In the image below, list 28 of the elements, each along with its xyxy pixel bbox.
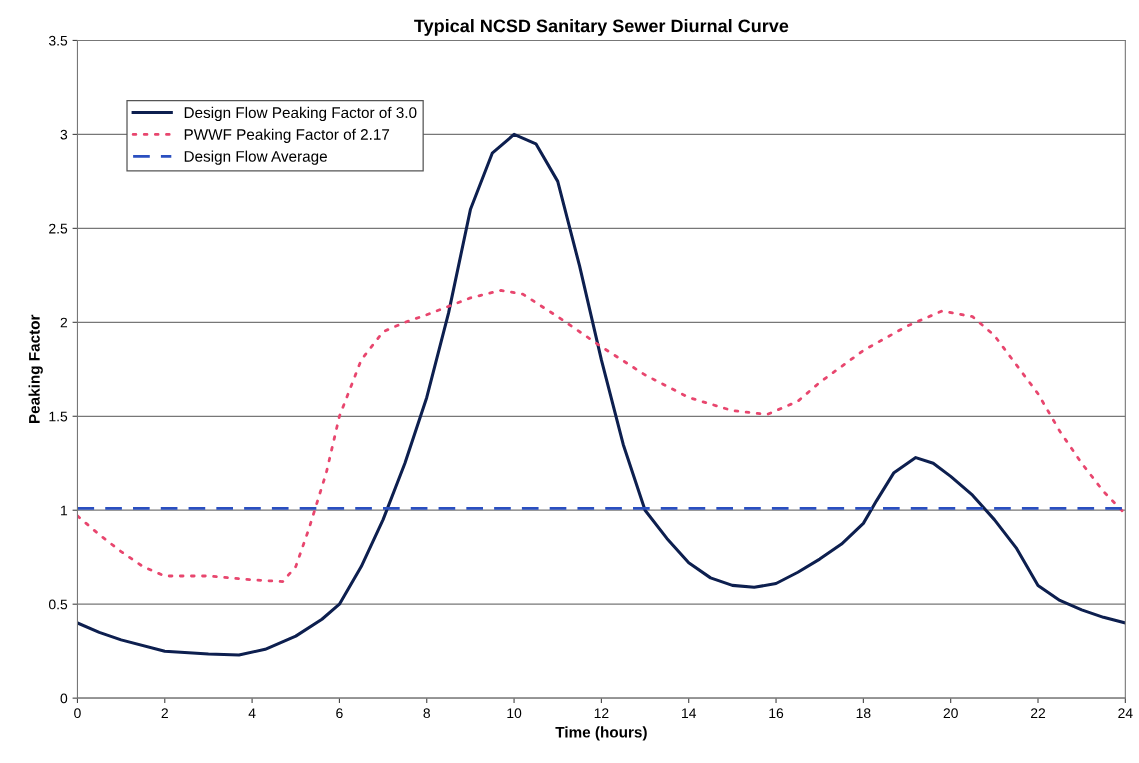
- legend-label: Design Flow Average: [184, 150, 327, 165]
- y-tick-label: 2.5: [49, 223, 68, 234]
- y-tick-label: 1.5: [49, 411, 68, 422]
- x-tick-label: 14: [682, 708, 697, 718]
- y-tick-label: 3: [60, 129, 68, 140]
- y-tick-label: 1: [61, 505, 68, 516]
- x-tick-label: 20: [943, 708, 958, 719]
- y-tick-label: 0.5: [48, 599, 68, 610]
- y-tick-label: 0: [60, 693, 68, 704]
- x-tick-label: 2: [161, 708, 168, 718]
- x-tick-label: 18: [856, 708, 871, 719]
- x-tick-label: 10: [507, 708, 522, 719]
- x-tick-label: 12: [594, 708, 609, 718]
- legend-label: Design Flow Peaking Factor of 3.0: [184, 106, 417, 122]
- x-tick-label: 0: [74, 708, 81, 719]
- y-axis-title: Peaking Factor: [28, 314, 43, 424]
- legend-label: PWWF Peaking Factor of 2.17: [184, 128, 390, 143]
- x-axis-title: Time (hours): [555, 726, 647, 741]
- x-tick-label: 22: [1030, 708, 1046, 718]
- x-tick-label: 16: [769, 708, 784, 719]
- x-tick-label: 8: [423, 708, 430, 719]
- x-tick-label: 6: [336, 708, 343, 719]
- line-series: [77, 288, 1126, 584]
- y-tick-label: 3.5: [48, 35, 68, 46]
- x-tick-label: 4: [248, 708, 256, 718]
- chart-title: Typical NCSD Sanitary Sewer Diurnal Curve: [414, 19, 789, 36]
- x-tick-label: 24: [1118, 708, 1133, 718]
- y-tick-label: 2: [60, 317, 68, 328]
